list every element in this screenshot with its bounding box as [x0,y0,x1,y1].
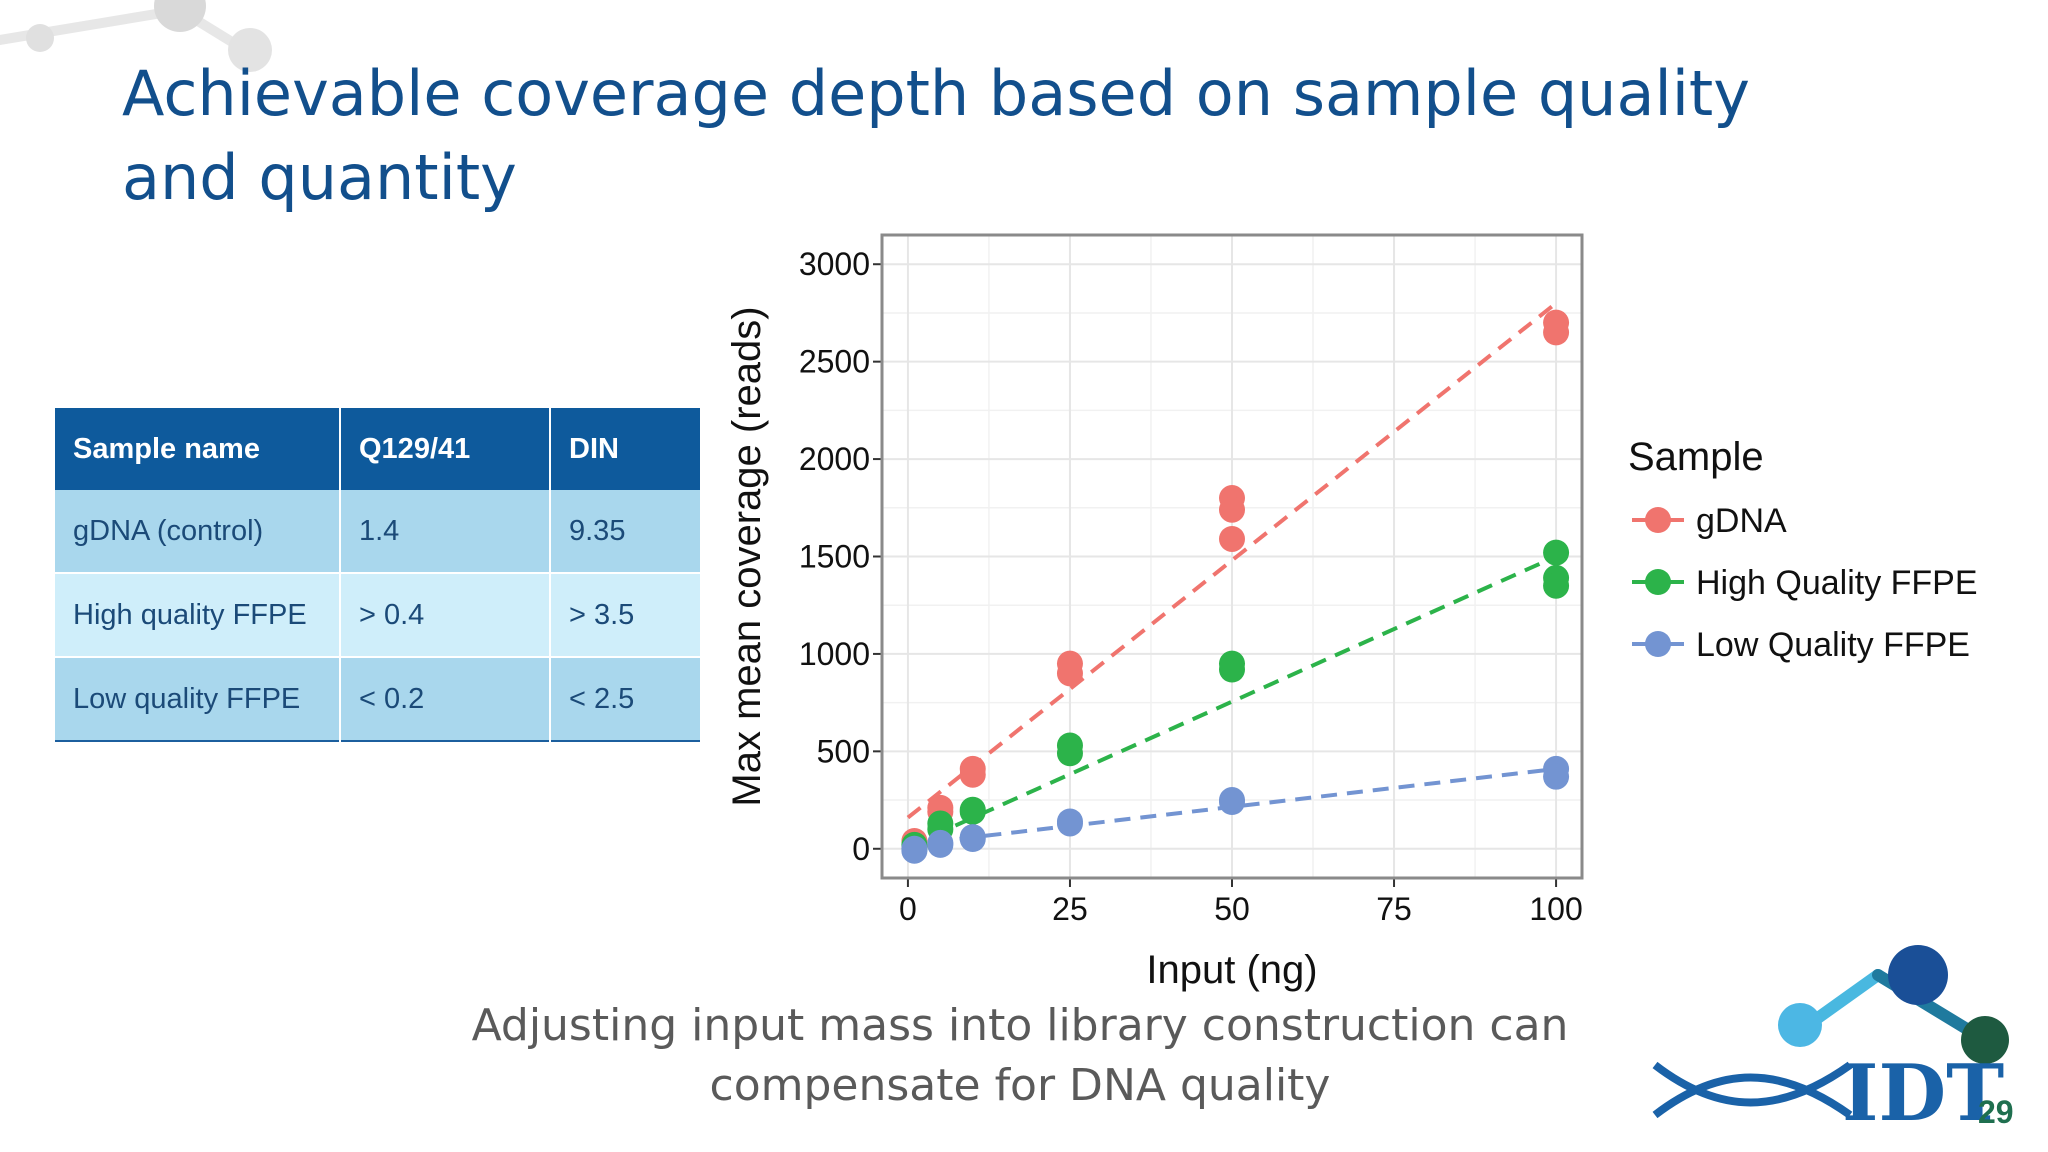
sample-table: Sample name Q129/41 DIN gDNA (control) 1… [55,408,700,742]
legend-marker [1645,569,1671,595]
slide-caption: Adjusting input mass into library constr… [471,1000,1569,1111]
data-point [1543,572,1570,599]
slide-title: Achievable coverage depth based on sampl… [122,57,1750,214]
table-header-sample-name: Sample name [55,408,341,490]
table-header-din: DIN [550,408,700,490]
idt-logo: IDT [1652,945,2009,1139]
y-tick-label: 2500 [799,344,870,380]
data-point [1056,660,1083,687]
trend-line [907,554,1557,849]
data-point [1219,525,1245,552]
table-header-q129: Q129/41 [340,408,551,490]
y-tick-label: 2000 [799,441,870,477]
x-tick-label: 0 [899,891,917,927]
data-point [1056,740,1083,767]
table-cell: gDNA (control) [55,490,341,573]
table-cell: 1.4 [340,490,551,573]
data-point [1056,810,1083,837]
table-cell: < 2.5 [550,657,700,741]
trend-line [906,301,1558,820]
legend-title: Sample [1628,435,1764,479]
legend-marker [1645,631,1671,657]
logo-wordmark: IDT [1842,1048,2004,1139]
legend-marker [1645,507,1671,533]
page-number: 29 [1978,1094,2014,1130]
table-row: Low quality FFPE < 0.2 < 2.5 [55,657,700,741]
x-tick-label: 100 [1529,891,1582,927]
table-header-row: Sample name Q129/41 DIN [55,408,700,490]
x-axis-label: Input (ng) [1146,948,1317,992]
table-cell: High quality FFPE [55,573,341,657]
table-cell: 9.35 [550,490,700,573]
data-point [1219,656,1245,683]
table-cell: > 0.4 [340,573,551,657]
coverage-chart: 0 25 50 75 100050010001500200025003000Input … [725,233,1978,992]
data-point [1219,789,1245,816]
y-tick-label: 1500 [799,539,870,575]
y-axis-label: Max mean coverage (reads) [725,306,769,806]
table-row: gDNA (control) 1.4 9.35 [55,490,700,573]
data-point [959,761,986,788]
molecule-decoration [0,0,272,72]
plot-frame [880,233,1584,880]
data-point [1543,539,1570,566]
data-point [1543,763,1570,790]
y-tick-label: 0 [852,831,870,867]
data-point [1543,319,1570,346]
data-point [959,826,986,853]
legend-label: Low Quality FFPE [1696,626,1970,664]
table-cell: < 0.2 [340,657,551,741]
legend-label: gDNA [1696,502,1787,540]
data-point [927,831,954,858]
y-tick-label: 3000 [799,246,870,282]
table-cell: > 3.5 [550,573,700,657]
y-tick-label: 500 [817,733,870,769]
x-tick-label: 25 [1052,891,1088,927]
table-cell: Low quality FFPE [55,657,341,741]
y-tick-label: 1000 [799,636,870,672]
data-point [901,837,928,864]
x-tick-label: 75 [1376,891,1412,927]
legend-label: High Quality FFPE [1696,564,1978,602]
x-tick-label: 50 [1214,891,1250,927]
data-point [959,798,986,825]
table-row: High quality FFPE > 0.4 > 3.5 [55,573,700,657]
data-point [1219,496,1245,523]
